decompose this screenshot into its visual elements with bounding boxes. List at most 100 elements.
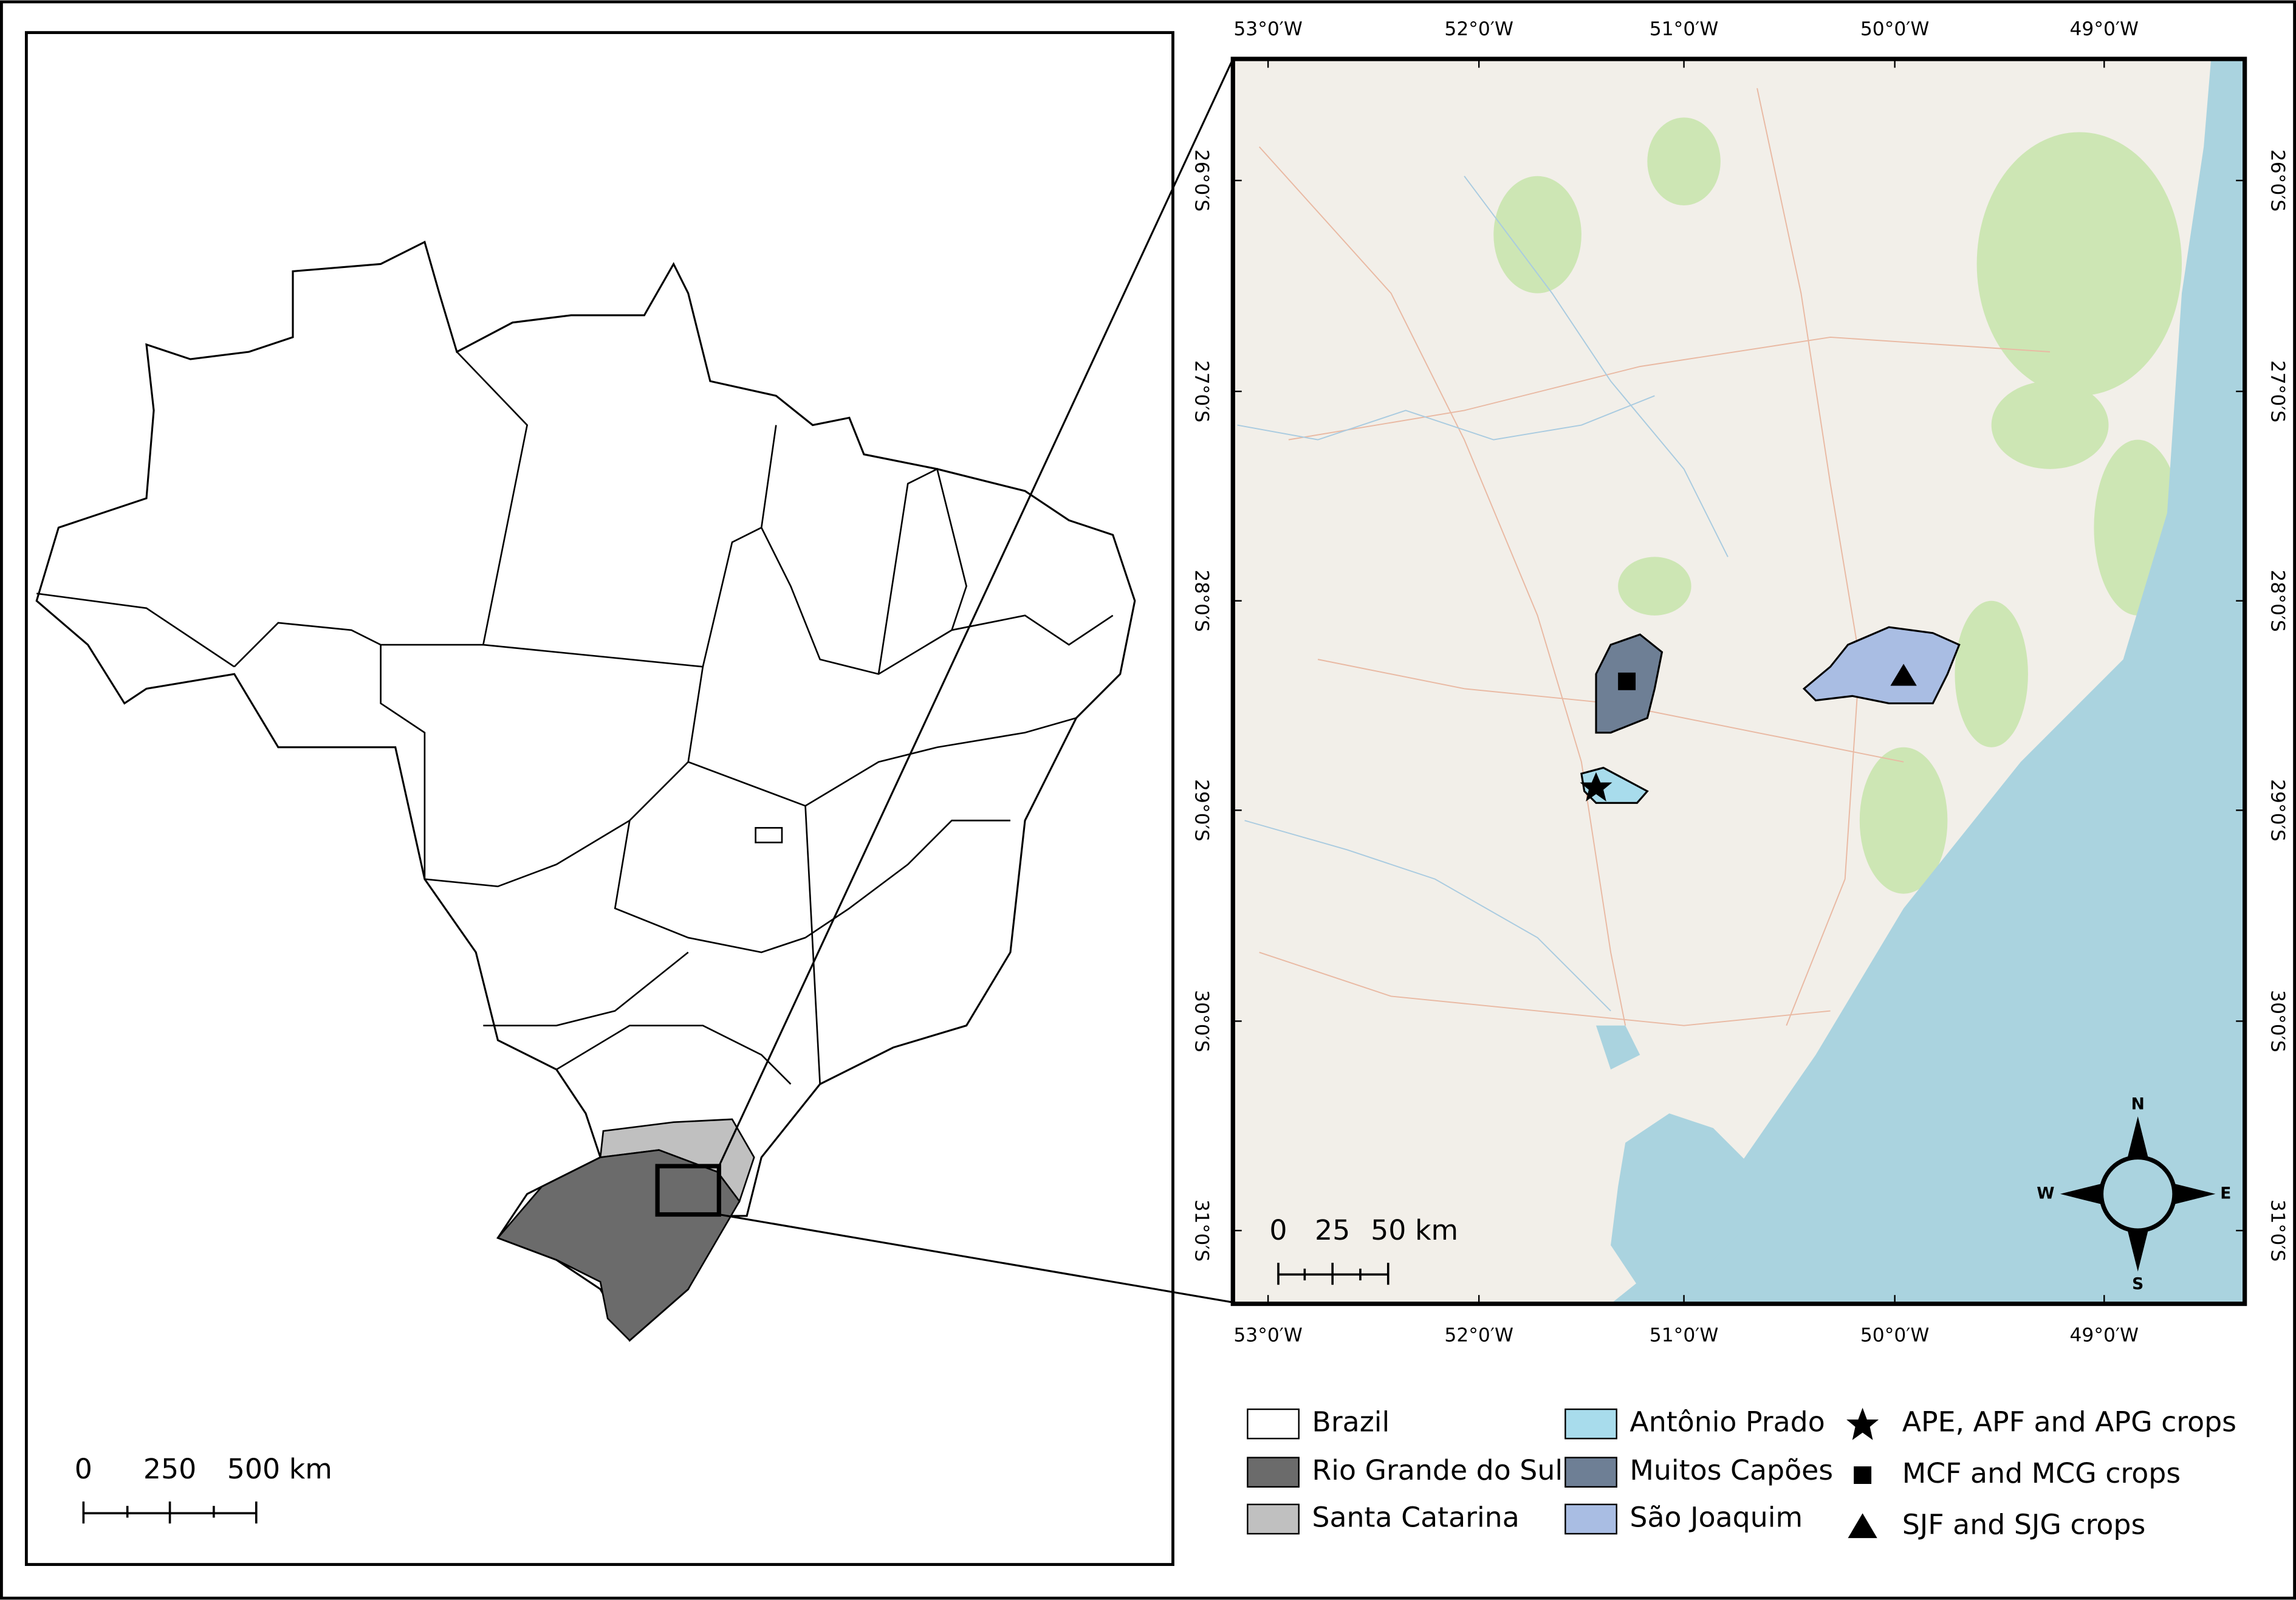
forest (1493, 176, 1581, 294)
legend-swatch (1247, 1408, 1300, 1440)
latitude-label: 31°0′S (1190, 1200, 1212, 1262)
compass-label: E (2220, 1184, 2231, 1203)
legend-label: Brazil (1312, 1406, 1390, 1438)
state-border (761, 527, 1114, 675)
legend-swatch (1564, 1503, 1617, 1535)
forest (1955, 600, 2028, 747)
latitude-label: 27°0′S (1190, 360, 1212, 422)
connector (719, 1214, 1233, 1303)
forest (1647, 117, 1721, 206)
legend-symbol (1846, 1407, 1879, 1440)
legend-symbol (1848, 1513, 1877, 1539)
legend-swatch (1564, 1408, 1617, 1440)
scale-label: 500 km (227, 1452, 332, 1485)
left-scale-bar (82, 1501, 258, 1524)
ocean (1611, 59, 2245, 1304)
compass: N S W E (2037, 1094, 2231, 1293)
federal-district (755, 826, 783, 843)
latitude-label: 29°0′S (1190, 779, 1212, 841)
connector (718, 58, 1234, 1167)
forest (1618, 557, 1691, 616)
latitude-label: 27°0′S (2267, 360, 2289, 422)
rivers (1237, 176, 1729, 1012)
legend-swatch (1247, 1503, 1300, 1535)
legend-label: Antônio Prado (1629, 1406, 1825, 1438)
state-border (877, 467, 968, 675)
longitude-label: 52°0′W (1444, 18, 1513, 40)
state-border (702, 425, 777, 667)
compass-label: N (2131, 1094, 2145, 1113)
longitude-label: 53°0′W (1233, 1325, 1303, 1347)
longitude-label: 51°0′W (1650, 18, 1719, 40)
forest (1991, 381, 2109, 469)
state-border (233, 622, 484, 668)
compass-arrow (2174, 1183, 2216, 1204)
legend-symbol (1854, 1466, 1872, 1485)
scale-label: 25 (1315, 1214, 1350, 1246)
longitude-label: 50°0′W (1860, 18, 1930, 40)
longitude-label: 49°0′W (2069, 18, 2139, 40)
longitude-label: 52°0′W (1444, 1325, 1513, 1347)
road (1288, 336, 2051, 441)
triangle-marker (1890, 664, 1917, 686)
compass-label: W (2037, 1184, 2054, 1203)
road (1259, 952, 1831, 1026)
rio-grande-do-sul (496, 1149, 741, 1342)
extent-box (655, 1164, 721, 1217)
longitude-label: 53°0′W (1233, 18, 1303, 40)
state-border (380, 645, 426, 879)
longitude-label: 51°0′W (1650, 1325, 1719, 1347)
latitude-label: 30°0′S (1190, 990, 1212, 1052)
river (1237, 395, 1655, 441)
legend-label: SJF and SJG crops (1902, 1508, 2146, 1540)
basemap (1233, 59, 2245, 1304)
legend-swatch (1564, 1457, 1617, 1488)
forest (1859, 747, 1948, 894)
state-border (614, 819, 1010, 953)
river (1244, 820, 1611, 1012)
scale-label: 250 (143, 1452, 196, 1485)
longitude-label: 50°0′W (1860, 1325, 1930, 1347)
scale-label: 0 (1269, 1214, 1287, 1246)
star-marker (1580, 772, 1612, 802)
state-border (483, 952, 689, 1026)
latitude-label: 26°0′S (1190, 149, 1212, 211)
brazil (35, 241, 1136, 1342)
latitude-label: 28°0′S (1190, 569, 1212, 631)
road (1258, 146, 1626, 1026)
road (1756, 88, 1860, 1026)
legend-label: Rio Grande do Sul (1312, 1454, 1563, 1486)
legend-swatch (1247, 1457, 1300, 1488)
compass-arrow (2127, 1231, 2148, 1272)
state-border (556, 1025, 792, 1085)
state-borders (36, 351, 1114, 1085)
patos-lagoon (1611, 1113, 1758, 1289)
forest (1976, 132, 2182, 396)
longitude-label: 49°0′W (2069, 1325, 2139, 1347)
legend-label: Muitos Capões (1629, 1454, 1833, 1486)
map-frame (1230, 57, 2247, 1306)
state-border (804, 717, 1077, 807)
scale-label: 0 (75, 1452, 92, 1485)
scale-label: 50 km (1371, 1214, 1458, 1246)
river (1464, 176, 1729, 557)
state-border (36, 592, 235, 668)
compass-arrow (2060, 1183, 2102, 1204)
latitude-label: 28°0′S (2267, 569, 2289, 631)
latitude-label: 26°0′S (2267, 149, 2289, 211)
compass-label: S (2132, 1275, 2144, 1294)
legend-label: APE, APF and APG crops (1902, 1406, 2236, 1438)
compass-arrow (2127, 1116, 2148, 1158)
latitude-label: 31°0′S (2267, 1200, 2289, 1262)
legend-label: Santa Catarina (1312, 1500, 1519, 1533)
roads (1258, 88, 2051, 1026)
latitude-label: 30°0′S (2267, 990, 2289, 1052)
legend-label: São Joaquim (1629, 1500, 1803, 1533)
latitude-label: 29°0′S (2267, 779, 2289, 841)
legend-label: MCF and MCG crops (1902, 1457, 2181, 1489)
state-border (424, 761, 689, 888)
sao-joaquim (1802, 626, 1961, 705)
right-scale-bar (1277, 1263, 1390, 1285)
lake (1595, 1025, 1640, 1070)
